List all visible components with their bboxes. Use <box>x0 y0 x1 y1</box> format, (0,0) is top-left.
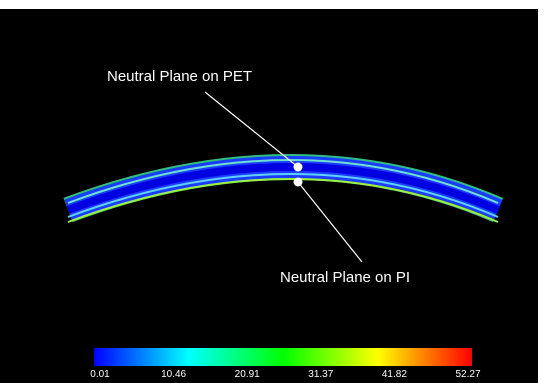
colorbar <box>94 348 472 366</box>
marker-dot <box>294 178 303 187</box>
annotation: Neutral Plane on PET <box>107 68 252 85</box>
screenshot: Neutral Plane on PET Neutral Plane on PI… <box>0 0 552 383</box>
colorbar-tick-label: 52.27 <box>455 369 480 380</box>
colorbar-tick-label: 31.37 <box>308 369 333 380</box>
colorbar-tick-label: 20.91 <box>235 369 260 380</box>
colorbar-tick-label: 0.01 <box>90 369 110 380</box>
annotation: Neutral Plane on PI <box>280 269 410 286</box>
colorbar-tick-label: 10.46 <box>161 369 186 380</box>
marker-dot <box>294 163 303 172</box>
colorbar-tick-label: 41.82 <box>382 369 407 380</box>
